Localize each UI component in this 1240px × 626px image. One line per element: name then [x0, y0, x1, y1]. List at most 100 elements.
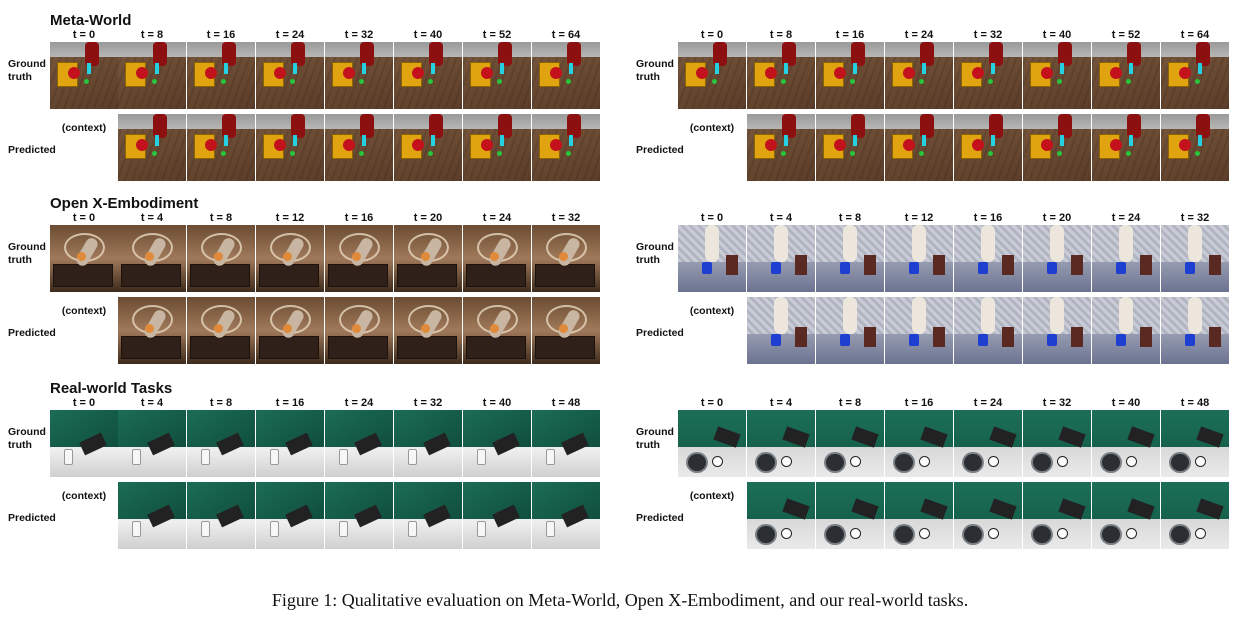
time-label: t = 24 [904, 29, 934, 41]
time-label: t = 52 [1111, 29, 1141, 41]
predicted-frame [747, 114, 815, 181]
ground-truth-frame [954, 42, 1022, 109]
ground-truth-frame [532, 42, 600, 109]
predicted-frame [394, 114, 462, 181]
ground-truth-frame [325, 225, 393, 292]
ground-truth-frame [1161, 225, 1229, 292]
predicted-frame [118, 482, 186, 549]
time-label: t = 32 [973, 29, 1003, 41]
time-label: t = 32 [413, 397, 443, 409]
ground-truth-frame [532, 225, 600, 292]
ground-truth-frame [394, 225, 462, 292]
ground-truth-frame [954, 225, 1022, 292]
time-label: t = 40 [413, 29, 443, 41]
time-label: t = 8 [209, 397, 233, 409]
predicted-frame [747, 297, 815, 364]
predicted-frame [532, 114, 600, 181]
section-title: Real-world Tasks [50, 380, 173, 397]
ground-truth-frame [118, 410, 186, 477]
time-label: t = 16 [275, 397, 305, 409]
predicted-frame [325, 482, 393, 549]
ground-truth-frame [394, 410, 462, 477]
predicted-frame [325, 114, 393, 181]
ground-truth-frame [463, 225, 531, 292]
ground-truth-frame [1023, 225, 1091, 292]
predicted-frame [954, 482, 1022, 549]
ground-truth-frame [1092, 225, 1160, 292]
predicted-label: Predicted [8, 144, 56, 156]
context-label: (context) [61, 490, 107, 502]
context-label: (context) [689, 490, 735, 502]
ground-truth-frame [678, 42, 746, 109]
time-label: t = 40 [1042, 29, 1072, 41]
predicted-frame [816, 114, 884, 181]
ground-truth-frame [747, 225, 815, 292]
ground-truth-frame [256, 410, 324, 477]
time-label: t = 16 [206, 29, 236, 41]
time-label: t = 32 [1042, 397, 1072, 409]
predicted-frame [463, 482, 531, 549]
ground-truth-frame [816, 225, 884, 292]
ground-truth-label-line2: truth [636, 439, 660, 451]
ground-truth-frame [1161, 42, 1229, 109]
ground-truth-frame [1023, 410, 1091, 477]
predicted-frame [1023, 114, 1091, 181]
ground-truth-label-line1: Ground [636, 58, 674, 70]
ground-truth-label-line2: truth [8, 254, 32, 266]
ground-truth-frame [118, 225, 186, 292]
predicted-frame [325, 297, 393, 364]
time-label: t = 0 [700, 29, 724, 41]
ground-truth-frame [678, 410, 746, 477]
predicted-frame [747, 482, 815, 549]
time-label: t = 48 [551, 397, 581, 409]
time-label: t = 24 [1111, 212, 1141, 224]
time-label: t = 16 [973, 212, 1003, 224]
ground-truth-frame [678, 225, 746, 292]
ground-truth-frame [118, 42, 186, 109]
predicted-frame [187, 297, 255, 364]
ground-truth-frame [816, 410, 884, 477]
time-label: t = 40 [1111, 397, 1141, 409]
predicted-frame [1092, 297, 1160, 364]
ground-truth-frame [187, 225, 255, 292]
predicted-frame [394, 297, 462, 364]
ground-truth-label-line1: Ground [8, 426, 46, 438]
predicted-frame [885, 297, 953, 364]
time-label: t = 64 [551, 29, 581, 41]
section-title: Open X-Embodiment [50, 195, 199, 212]
time-label: t = 4 [769, 212, 793, 224]
ground-truth-frame [1092, 410, 1160, 477]
predicted-frame [463, 297, 531, 364]
ground-truth-label-line1: Ground [8, 241, 46, 253]
predicted-frame [816, 482, 884, 549]
time-label: t = 8 [140, 29, 164, 41]
predicted-frame [885, 114, 953, 181]
time-label: t = 4 [140, 212, 164, 224]
predicted-frame [954, 297, 1022, 364]
ground-truth-frame [532, 410, 600, 477]
ground-truth-frame [954, 410, 1022, 477]
time-label: t = 32 [1180, 212, 1210, 224]
time-label: t = 0 [72, 212, 96, 224]
predicted-frame [1092, 482, 1160, 549]
predicted-frame [885, 482, 953, 549]
time-label: t = 12 [904, 212, 934, 224]
predicted-frame [954, 114, 1022, 181]
predicted-label: Predicted [636, 144, 684, 156]
time-label: t = 20 [413, 212, 443, 224]
ground-truth-frame [885, 225, 953, 292]
ground-truth-frame [256, 42, 324, 109]
ground-truth-frame [50, 410, 118, 477]
time-label: t = 4 [769, 397, 793, 409]
predicted-label: Predicted [8, 512, 56, 524]
time-label: t = 8 [838, 212, 862, 224]
ground-truth-label-line1: Ground [636, 426, 674, 438]
context-label: (context) [61, 305, 107, 317]
ground-truth-frame [1092, 42, 1160, 109]
ground-truth-frame [256, 225, 324, 292]
ground-truth-frame [187, 410, 255, 477]
ground-truth-frame [187, 42, 255, 109]
predicted-label: Predicted [636, 327, 684, 339]
predicted-frame [463, 114, 531, 181]
ground-truth-frame [325, 42, 393, 109]
